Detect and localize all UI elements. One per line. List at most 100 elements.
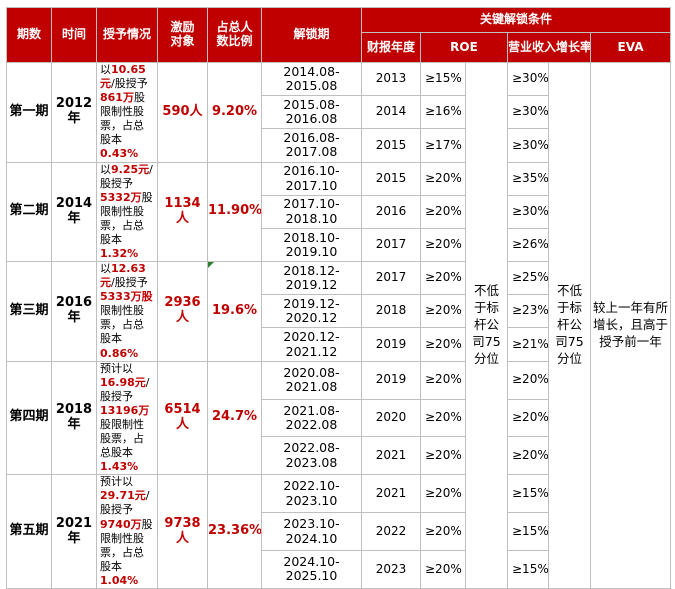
grant-description: 以10.65元/股授予861万股限制性股票，占总股本0.43% (96, 62, 158, 163)
header-grant: 授予情况 (96, 7, 158, 63)
unlock-period: 2022.08-2023.08 (261, 436, 362, 476)
fiscal-year: 2021 (361, 474, 421, 514)
roe-requirement: ≥20% (420, 227, 466, 263)
unlock-period: 2020.12-2021.12 (261, 327, 362, 362)
revenue-growth-requirement: ≥30% (507, 128, 549, 163)
incentive-plan-table: 期数 时间 授予情况 激励 对象 占总人 数比例 解锁期 关键解锁条件 财报年度… (6, 7, 672, 589)
table-row: 2018.10-2019.10 2017 ≥20% ≥26% (7, 227, 671, 263)
table-row: 第三期 2016年 以12.63元/股授予5333万股限制性股票，占总股本0.86%… (6, 261, 671, 362)
incentive-ratio: 23.36% (207, 474, 262, 589)
revenue-growth-requirement: ≥30% (507, 194, 549, 229)
unlock-period: 2018.12-2019.12 (261, 261, 362, 296)
unlock-period: 2017.10-2018.10 (261, 194, 362, 229)
fiscal-year: 2016 (361, 194, 421, 229)
phase-year: 2014年 (51, 161, 97, 263)
roe-requirement: ≥20% (420, 360, 466, 400)
phase-year: 2012年 (51, 62, 97, 163)
revenue-growth-requirement: ≥20% (507, 360, 549, 400)
phase-year: 2016年 (51, 261, 97, 362)
eva-requirement: 较上一年有所增长，且高于授予前一年 (589, 62, 672, 589)
phase-label: 第一期 (6, 62, 52, 163)
header-time: 时间 (51, 7, 97, 63)
grant-prefix: 以 (100, 262, 111, 276)
fiscal-year: 2017 (361, 261, 421, 296)
grant-mid: 股限制性股票，占总股本 (100, 91, 145, 147)
incentive-count: 9738人 (157, 474, 208, 589)
header-period: 解锁期 (261, 7, 362, 63)
roe-requirement: ≥20% (420, 550, 466, 589)
header-eva: EVA (589, 32, 672, 63)
revenue-growth-requirement: ≥15% (507, 474, 549, 514)
unlock-period: 2021.08-2022.08 (261, 398, 362, 438)
table-row: 2015.08-2016.08 2014 ≥16% ≥30% (7, 95, 671, 130)
unlock-period: 2016.08-2017.08 (261, 128, 362, 163)
table-row: 2022.08-2023.08 2021 ≥20% ≥20% (7, 436, 671, 476)
grant-prefix: 以 (100, 63, 111, 76)
grant-mid: /股授予 (111, 77, 148, 91)
incentive-ratio: 19.6% (207, 261, 262, 362)
roe-requirement: ≥20% (420, 194, 466, 229)
fiscal-year: 2019 (361, 327, 421, 362)
revenue-growth-requirement: ≥30% (507, 95, 549, 130)
incentive-count: 1134人 (157, 161, 208, 263)
grant-price: 29.71元 (100, 489, 146, 503)
incentive-count: 590人 (157, 62, 208, 163)
grant-price: 12.63元 (100, 262, 146, 290)
grant-price: 16.98元 (100, 375, 146, 389)
fiscal-year: 2019 (361, 360, 421, 400)
roe-requirement: ≥20% (420, 474, 466, 514)
grant-shares: 9740万 (100, 517, 142, 531)
unlock-period: 2016.10-2017.10 (261, 161, 362, 196)
table-row: 第一期 2012年 以10.65元/股授予861万股限制性股票，占总股本0.43% 5… (6, 61, 672, 589)
fiscal-year: 2014 (361, 95, 421, 130)
table-row: 第二期 2014年 以9.25元/股授予5332万股限制性股票，占总股本1.32% 1… (6, 161, 671, 263)
incentive-ratio: 24.7% (207, 360, 262, 476)
header-fiscal-year: 财报年度 (361, 32, 421, 63)
grant-mid: 限制性股票，占总股本 (100, 304, 144, 346)
revenue-growth-requirement: ≥23% (507, 294, 549, 329)
unlock-period: 2014.08-2015.08 (261, 61, 362, 97)
fiscal-year: 2015 (361, 128, 421, 163)
unlock-period: 2022.10-2023.10 (261, 474, 362, 514)
roe-requirement: ≥20% (420, 261, 466, 296)
header-row-2: 财报年度 ROE 营业收入增长率 EVA (7, 32, 672, 63)
fiscal-year: 2020 (361, 398, 421, 438)
phase-label: 第二期 (6, 161, 52, 263)
phase-label: 第五期 (6, 474, 52, 589)
fiscal-year: 2017 (361, 227, 421, 263)
phase-year: 2021年 (51, 474, 97, 589)
grant-prefix: 预计以 (100, 475, 133, 489)
incentive-ratio: 11.90% (207, 161, 262, 263)
grant-mid: /股授予 (111, 276, 148, 290)
roe-requirement: ≥20% (420, 512, 466, 552)
header-revenue-growth: 营业收入增长率 (507, 32, 591, 63)
roe-requirement: ≥20% (420, 398, 466, 438)
grant-percentage: 1.32% (100, 247, 139, 261)
grant-mid: 股限制性股票，占总股本 (100, 190, 153, 246)
unlock-period: 2020.08-2021.08 (261, 360, 362, 400)
revenue-growth-requirement: ≥20% (507, 436, 549, 476)
grant-description: 以12.63元/股授予5333万股限制性股票，占总股本0.86% (96, 261, 158, 362)
grant-percentage: 1.43% (100, 460, 139, 474)
table-row: 2021.08-2022.08 2020 ≥20% ≥20% (7, 398, 671, 438)
roe-requirement: ≥20% (420, 161, 466, 196)
fiscal-year: 2018 (361, 294, 421, 329)
roe-requirement: ≥20% (420, 294, 466, 329)
grant-price: 9.25元 (111, 162, 150, 176)
fiscal-year: 2023 (361, 550, 421, 589)
grant-description: 预计以29.71元/股授予9740万股限制性股票，占总股本1.04% (96, 474, 158, 589)
unlock-period: 2019.12-2020.12 (261, 294, 362, 329)
grant-percentage: 0.43% (100, 147, 139, 161)
grant-shares: 13196万 (100, 403, 150, 417)
revenue-growth-requirement: ≥21% (507, 327, 549, 362)
header-phase: 期数 (6, 7, 52, 63)
unlock-period: 2015.08-2016.08 (261, 95, 362, 130)
header-ratio: 占总人 数比例 (207, 7, 262, 63)
grant-price: 10.65元 (100, 63, 146, 91)
table-row: 2020.12-2021.12 2019 ≥20% ≥21% (7, 327, 671, 362)
grant-mid: /股授予 (100, 162, 153, 190)
revenue-growth-requirement: ≥20% (507, 398, 549, 438)
unlock-period: 2023.10-2024.10 (261, 512, 362, 552)
grant-percentage: 0.86% (100, 346, 139, 360)
roe-benchmark-note: 不低于标杆公司75分位 (465, 62, 508, 589)
